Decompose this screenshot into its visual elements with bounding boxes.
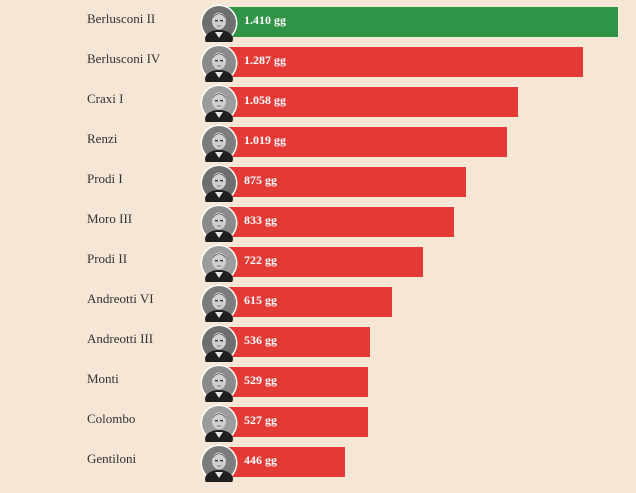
portrait-gentiloni-icon — [200, 444, 238, 488]
category-label: Andreotti VI — [87, 291, 154, 306]
value-label: 536 gg — [244, 333, 277, 347]
portrait-colombo-icon — [200, 404, 238, 448]
portrait-andreotti-icon — [200, 284, 238, 328]
category-label: Renzi — [87, 131, 118, 146]
bar — [218, 127, 507, 157]
value-label: 875 gg — [244, 173, 277, 187]
portrait-andreotti-icon — [200, 324, 238, 368]
bar — [218, 87, 518, 117]
value-label: 833 gg — [244, 213, 277, 227]
category-label: Colombo — [87, 411, 136, 426]
value-label: 1.287 gg — [244, 53, 286, 67]
bar — [218, 47, 583, 77]
category-label: Prodi I — [87, 171, 123, 186]
bar — [218, 327, 370, 357]
bar — [218, 367, 368, 397]
bar — [218, 247, 423, 277]
value-label: 722 gg — [244, 253, 277, 267]
category-label: Andreotti III — [87, 331, 154, 346]
category-label: Craxi I — [87, 91, 124, 106]
bar — [218, 207, 454, 237]
chart-row: Prodi I 875 gg — [0, 161, 636, 208]
value-label: 615 gg — [244, 293, 277, 307]
bar — [218, 407, 368, 437]
chart-row: Berlusconi IV 1.287 gg — [0, 41, 636, 88]
chart-row: Craxi I 1.058 gg — [0, 81, 636, 128]
chart-row: Gentiloni 446 gg — [0, 441, 636, 488]
value-label: 529 gg — [244, 373, 277, 387]
portrait-prodi-icon — [200, 164, 238, 208]
value-label: 446 gg — [244, 453, 277, 467]
category-label: Berlusconi IV — [87, 51, 161, 66]
chart-row: Prodi II 722 gg — [0, 241, 636, 288]
portrait-moro-icon — [200, 204, 238, 248]
category-label: Moro III — [87, 211, 133, 226]
chart-row: Andreotti VI 615 gg — [0, 281, 636, 328]
portrait-berlusconi-icon — [200, 44, 238, 88]
portrait-berlusconi-icon — [200, 4, 238, 48]
category-label: Monti — [87, 371, 119, 386]
value-label: 1.019 gg — [244, 133, 286, 147]
category-label: Prodi II — [87, 251, 128, 266]
portrait-monti-icon — [200, 364, 238, 408]
portrait-renzi-icon — [200, 124, 238, 168]
bar — [218, 167, 466, 197]
bar — [218, 447, 345, 477]
value-label: 527 gg — [244, 413, 277, 427]
chart-row: Moro III 833 gg — [0, 201, 636, 248]
chart-row: Berlusconi II 1.410 gg — [0, 1, 636, 48]
value-label: 1.410 gg — [244, 13, 286, 27]
chart-row: Renzi 1.019 gg — [0, 121, 636, 168]
chart-row: Monti 529 gg — [0, 361, 636, 408]
category-label: Berlusconi II — [87, 11, 156, 26]
chart-row: Colombo 527 gg — [0, 401, 636, 448]
bar — [218, 287, 392, 317]
portrait-prodi-icon — [200, 244, 238, 288]
chart-row: Andreotti III 536 gg — [0, 321, 636, 368]
category-label: Gentiloni — [87, 451, 137, 466]
portrait-craxi-icon — [200, 84, 238, 128]
bar — [218, 7, 618, 37]
value-label: 1.058 gg — [244, 93, 286, 107]
